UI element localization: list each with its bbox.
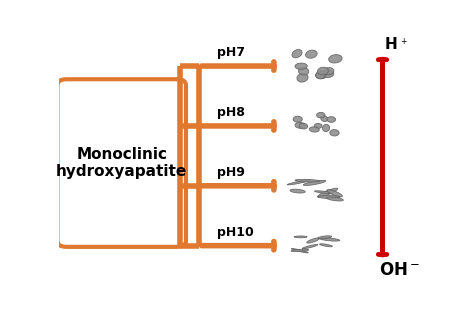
Ellipse shape (302, 244, 318, 249)
Text: pH9: pH9 (217, 166, 245, 179)
Ellipse shape (324, 67, 334, 75)
Ellipse shape (326, 197, 343, 201)
Ellipse shape (287, 180, 310, 185)
Text: pH7: pH7 (217, 46, 245, 59)
Ellipse shape (318, 188, 337, 197)
Ellipse shape (328, 55, 342, 63)
Ellipse shape (314, 123, 322, 128)
Ellipse shape (299, 123, 308, 129)
Ellipse shape (306, 50, 317, 58)
Text: OH$^-$: OH$^-$ (379, 261, 420, 279)
Text: $^+$: $^+$ (399, 37, 408, 47)
Ellipse shape (307, 238, 319, 243)
Ellipse shape (293, 116, 302, 122)
Text: pH8: pH8 (217, 106, 245, 119)
Ellipse shape (321, 116, 328, 122)
Ellipse shape (299, 67, 309, 75)
Ellipse shape (303, 180, 326, 185)
Ellipse shape (322, 70, 334, 77)
Ellipse shape (292, 248, 308, 253)
Ellipse shape (319, 238, 340, 241)
Ellipse shape (310, 127, 319, 132)
Ellipse shape (318, 67, 328, 75)
Text: H: H (384, 37, 397, 52)
Text: Monoclinic
hydroxyapatite: Monoclinic hydroxyapatite (56, 147, 187, 179)
Ellipse shape (327, 117, 336, 122)
Ellipse shape (297, 73, 308, 82)
Ellipse shape (315, 191, 333, 194)
Ellipse shape (318, 236, 332, 239)
Ellipse shape (322, 124, 330, 132)
Ellipse shape (295, 63, 307, 69)
Ellipse shape (317, 112, 325, 118)
Ellipse shape (316, 72, 326, 79)
FancyBboxPatch shape (57, 79, 186, 247)
Ellipse shape (292, 49, 302, 58)
Text: pH10: pH10 (217, 226, 254, 239)
Ellipse shape (294, 236, 307, 238)
Ellipse shape (319, 244, 332, 247)
Ellipse shape (330, 130, 339, 136)
Ellipse shape (295, 123, 305, 128)
Ellipse shape (290, 189, 305, 193)
Ellipse shape (327, 190, 342, 197)
Ellipse shape (291, 249, 309, 252)
Ellipse shape (316, 71, 326, 79)
Ellipse shape (318, 196, 340, 198)
Ellipse shape (295, 179, 320, 182)
